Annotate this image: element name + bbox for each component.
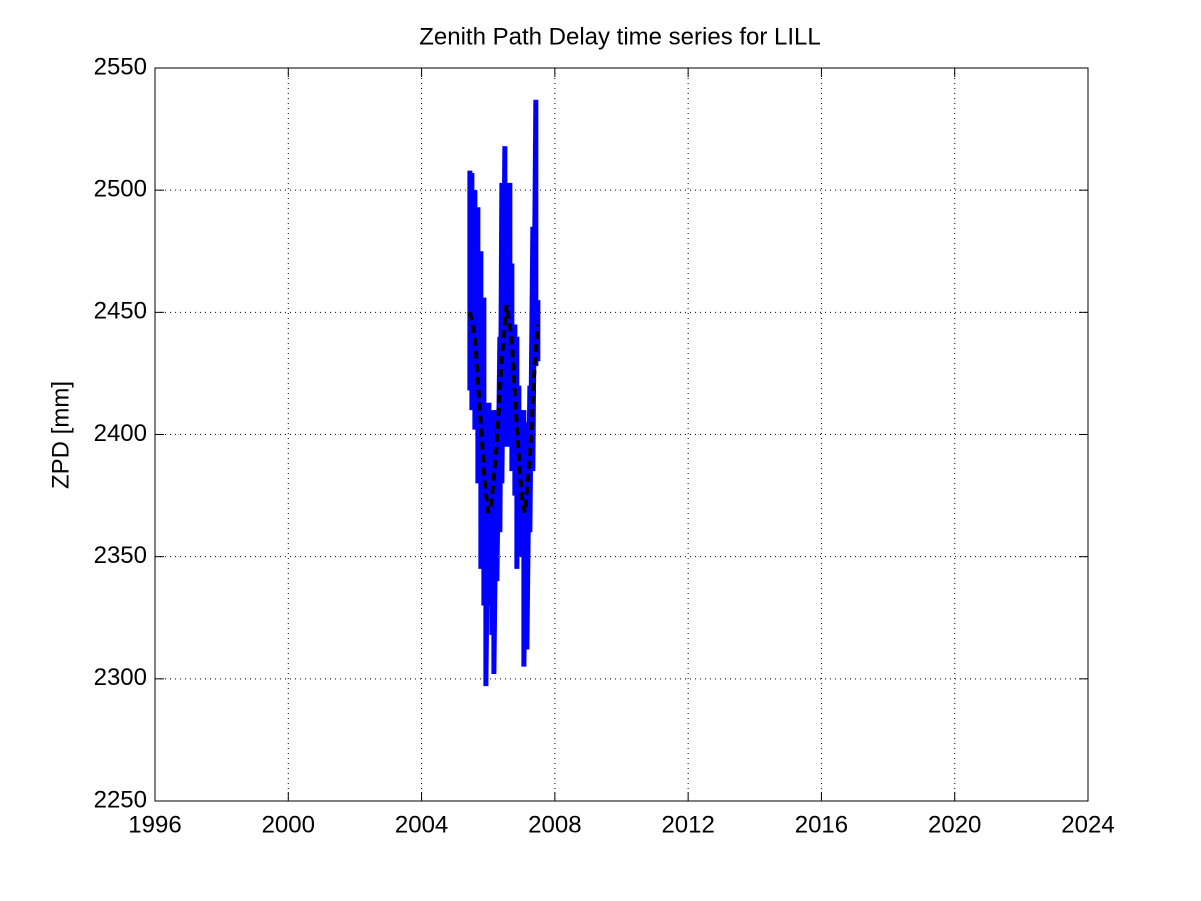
x-tick-label: 2012	[661, 811, 714, 838]
y-axis-label: ZPD [mm]	[47, 381, 74, 489]
x-tick-label: 2000	[262, 811, 315, 838]
x-tick-label: 2008	[528, 811, 581, 838]
x-tick-label: 2004	[395, 811, 448, 838]
x-tick-label: 2024	[1061, 811, 1114, 838]
y-tick-label: 2450	[94, 298, 147, 325]
y-tick-label: 2500	[94, 176, 147, 203]
y-tick-label: 2250	[94, 786, 147, 813]
plot-frame	[154, 67, 1089, 802]
chart-title: Zenith Path Delay time series for LILL	[419, 23, 821, 50]
data-line	[467, 99, 541, 687]
x-tick-label: 1996	[128, 811, 181, 838]
x-tick-label: 2016	[795, 811, 848, 838]
y-tick-label: 2400	[94, 420, 147, 447]
y-tick-label: 2300	[94, 664, 147, 691]
x-tick-label: 2020	[928, 811, 981, 838]
trend-line	[467, 304, 541, 514]
y-tick-label: 2550	[94, 53, 147, 80]
y-tick-label: 2350	[94, 542, 147, 569]
